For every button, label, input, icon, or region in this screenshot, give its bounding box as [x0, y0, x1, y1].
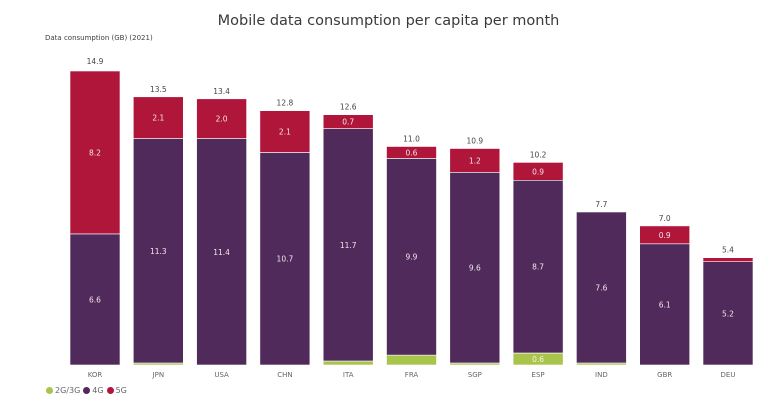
bar-5g-chn — [259, 110, 311, 153]
bar-4g-chn — [259, 152, 311, 366]
bar-4g-esp — [512, 179, 564, 354]
legend-swatch-4g — [83, 387, 91, 394]
bar-4g-ita — [322, 128, 374, 362]
x-tick-label-gbr: GBR — [657, 371, 672, 379]
bar-4g-gbr — [639, 243, 691, 366]
bar-4g-usa — [196, 138, 247, 366]
x-tick-label-chn: CHN — [277, 371, 292, 379]
total-label-gbr: 7.0 — [659, 214, 671, 223]
legend-item-2g3g: 2G/3G — [46, 386, 80, 395]
data-label-4g-usa: 11.4 — [213, 248, 230, 257]
x-tick-label-ind: IND — [595, 371, 608, 379]
total-label-jpn: 13.5 — [150, 85, 167, 94]
x-tick-label-ita: ITA — [343, 371, 354, 379]
bar-4g-ind — [576, 211, 627, 364]
total-label-kor: 14.9 — [87, 57, 104, 66]
x-tick-label-fra: FRA — [405, 371, 419, 379]
data-label-4g-ita: 11.7 — [340, 241, 357, 250]
data-label-5g-ita: 0.7 — [342, 118, 354, 127]
total-label-chn: 12.8 — [277, 99, 294, 108]
data-label-4g-fra: 9.9 — [406, 253, 418, 262]
legend-swatch-5g — [106, 387, 114, 394]
x-tick-label-deu: DEU — [721, 371, 736, 379]
bar-5g-jpn — [133, 96, 184, 139]
bar-4g-jpn — [133, 138, 184, 364]
bar-4g-fra — [386, 158, 437, 356]
total-label-ita: 12.6 — [340, 103, 357, 112]
data-label-5g-fra: 0.6 — [406, 148, 418, 157]
legend-swatch-2g3g — [46, 387, 53, 394]
data-label-4g-ind: 7.6 — [595, 284, 607, 293]
data-label-5g-chn: 2.1 — [279, 128, 291, 137]
bar-4g-kor — [69, 233, 121, 366]
data-label-5g-jpn: 2.1 — [152, 114, 164, 123]
data-label-4g-kor: 6.6 — [89, 295, 101, 304]
x-tick-label-sgp: SGP — [468, 371, 482, 379]
x-tick-label-esp: ESP — [532, 371, 545, 379]
legend-label-5g: 5G — [115, 386, 127, 395]
data-label-4g-jpn: 11.3 — [150, 247, 167, 256]
total-label-usa: 13.4 — [213, 87, 230, 96]
bar-5g-gbr — [639, 225, 691, 245]
x-tick-label-kor: KOR — [88, 371, 103, 379]
bar-5g-deu — [702, 257, 754, 263]
total-label-sgp: 10.9 — [466, 137, 483, 146]
total-label-fra: 11.0 — [403, 135, 420, 144]
bar-5g-kor — [69, 70, 121, 235]
x-tick-label-jpn: JPN — [152, 371, 165, 379]
chart-title: Mobile data consumption per capita per m… — [217, 13, 560, 29]
bar-5g-sgp — [449, 148, 501, 173]
bar-5g-fra — [386, 146, 437, 159]
bar-2g3g-ita — [322, 360, 374, 366]
total-label-esp: 10.2 — [530, 150, 547, 159]
data-label-4g-esp: 8.7 — [532, 263, 544, 272]
legend-item-5g: 5G — [106, 386, 127, 395]
data-label-4g-gbr: 6.1 — [659, 300, 671, 309]
total-label-deu: 5.4 — [722, 246, 734, 255]
data-label-4g-deu: 5.2 — [722, 309, 734, 318]
legend-label-2g3g: 2G/3G — [55, 386, 81, 395]
y-axis-label: Data consumption (GB) (2021) — [45, 34, 153, 42]
data-label-5g-gbr: 0.9 — [659, 231, 671, 240]
x-tick-label-usa: USA — [214, 371, 229, 379]
bar-5g-esp — [512, 162, 564, 181]
bar-4g-sgp — [449, 172, 501, 364]
total-label-ind: 7.7 — [595, 200, 607, 209]
data-label-5g-usa: 2.0 — [216, 115, 228, 124]
legend-label-4g: 4G — [92, 386, 104, 395]
bar-2g3g-fra — [386, 354, 437, 366]
data-label-4g-chn: 10.7 — [277, 255, 294, 264]
legend-item-4g: 4G — [83, 386, 104, 395]
bar-5g-ita — [322, 114, 374, 129]
data-label-4g-sgp: 9.6 — [469, 264, 481, 273]
data-label-5g-sgp: 1.2 — [469, 156, 481, 165]
data-label-5g-kor: 8.2 — [89, 148, 101, 157]
bar-4g-deu — [702, 261, 754, 366]
legend: 2G/3G 4G 5G — [46, 386, 127, 395]
bar-5g-usa — [196, 98, 247, 139]
data-label-5g-esp: 0.9 — [532, 167, 544, 176]
data-label-2g3g-esp: 0.6 — [532, 355, 544, 364]
